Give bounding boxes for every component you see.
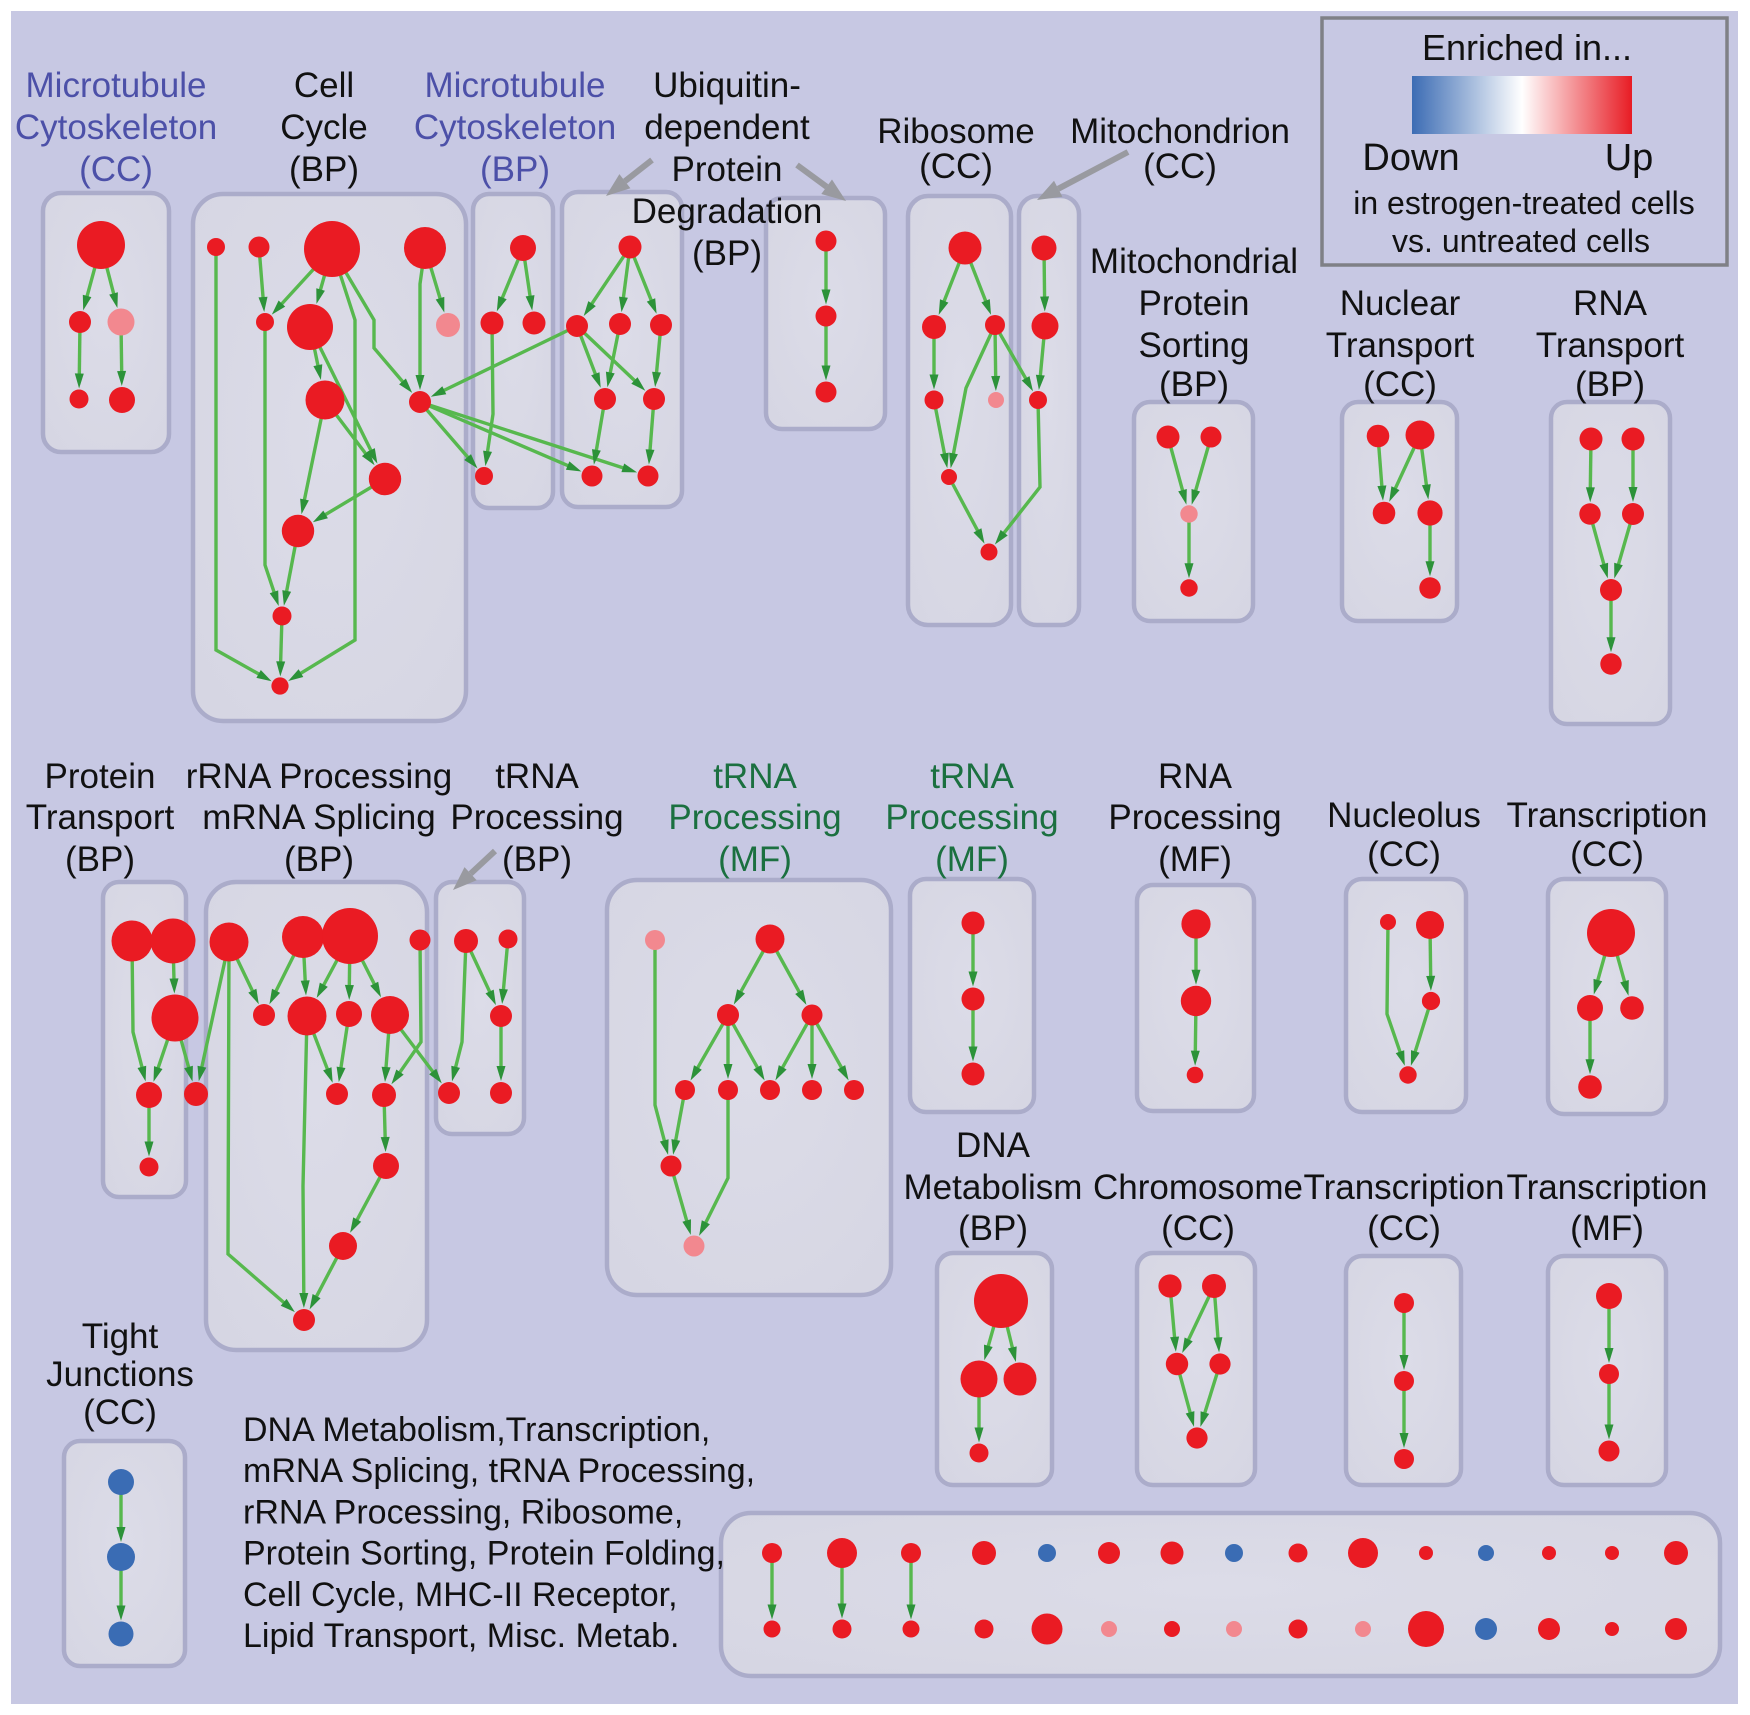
- svg-text:Transport: Transport: [26, 798, 175, 837]
- svg-text:(BP): (BP): [65, 840, 135, 879]
- svg-text:(CC): (CC): [83, 1393, 157, 1432]
- svg-text:(CC): (CC): [1570, 835, 1644, 874]
- svg-text:Sorting: Sorting: [1139, 326, 1250, 365]
- svg-text:RNA: RNA: [1573, 284, 1648, 323]
- svg-text:mRNA Splicing, tRNA Processing: mRNA Splicing, tRNA Processing,: [243, 1452, 755, 1490]
- svg-text:(BP): (BP): [502, 840, 572, 879]
- svg-text:Cycle: Cycle: [280, 108, 368, 147]
- svg-text:RNA: RNA: [1158, 757, 1233, 796]
- svg-text:Degradation: Degradation: [632, 192, 823, 231]
- svg-text:(BP): (BP): [958, 1209, 1028, 1248]
- svg-text:Microtubule: Microtubule: [425, 66, 606, 105]
- svg-text:Processing: Processing: [668, 798, 841, 837]
- svg-text:Protein: Protein: [1139, 284, 1250, 323]
- svg-text:Enriched in...: Enriched in...: [1422, 27, 1632, 68]
- svg-text:Chromosome: Chromosome: [1093, 1168, 1303, 1207]
- svg-text:Cytoskeleton: Cytoskeleton: [414, 108, 616, 147]
- svg-text:(BP): (BP): [284, 840, 354, 879]
- svg-text:Microtubule: Microtubule: [26, 66, 207, 105]
- svg-text:Protein: Protein: [672, 150, 783, 189]
- svg-text:(BP): (BP): [1159, 365, 1229, 404]
- svg-text:Up: Up: [1605, 137, 1654, 179]
- svg-text:Transport: Transport: [1536, 326, 1685, 365]
- svg-text:(CC): (CC): [1143, 147, 1217, 186]
- svg-text:tRNA: tRNA: [495, 757, 579, 796]
- svg-text:(BP): (BP): [1575, 365, 1645, 404]
- svg-text:(CC): (CC): [1363, 365, 1437, 404]
- svg-text:(MF): (MF): [718, 840, 792, 879]
- svg-text:tRNA: tRNA: [930, 757, 1014, 796]
- svg-text:Nucleolus: Nucleolus: [1327, 796, 1481, 835]
- svg-text:DNA Metabolism,Transcription,: DNA Metabolism,Transcription,: [243, 1411, 710, 1449]
- svg-text:rRNA Processing: rRNA Processing: [186, 757, 452, 796]
- svg-text:Cell: Cell: [294, 66, 354, 105]
- svg-text:Lipid Transport, Misc. Metab.: Lipid Transport, Misc. Metab.: [243, 1617, 680, 1655]
- svg-text:Processing: Processing: [885, 798, 1058, 837]
- svg-text:(CC): (CC): [919, 147, 993, 186]
- svg-text:Nuclear: Nuclear: [1340, 284, 1461, 323]
- svg-text:Junctions: Junctions: [46, 1355, 194, 1394]
- svg-text:Transport: Transport: [1326, 326, 1475, 365]
- svg-text:(BP): (BP): [692, 234, 762, 273]
- svg-text:mRNA Splicing: mRNA Splicing: [202, 798, 435, 837]
- svg-text:Cytoskeleton: Cytoskeleton: [15, 108, 217, 147]
- svg-text:(MF): (MF): [935, 840, 1009, 879]
- svg-text:(CC): (CC): [1161, 1209, 1235, 1248]
- svg-text:Processing: Processing: [1108, 798, 1281, 837]
- svg-text:tRNA: tRNA: [713, 757, 797, 796]
- svg-text:Down: Down: [1362, 137, 1459, 179]
- svg-text:vs. untreated cells: vs. untreated cells: [1392, 223, 1650, 259]
- svg-text:(CC): (CC): [1367, 835, 1441, 874]
- svg-text:(CC): (CC): [1367, 1209, 1441, 1248]
- svg-text:Metabolism: Metabolism: [904, 1168, 1083, 1207]
- svg-text:in estrogen-treated cells: in estrogen-treated cells: [1353, 185, 1695, 221]
- svg-text:Mitochondrial: Mitochondrial: [1090, 242, 1298, 281]
- svg-text:Protein Sorting, Protein Foldi: Protein Sorting, Protein Folding,: [243, 1535, 725, 1573]
- svg-text:Cell Cycle, MHC-II Receptor,: Cell Cycle, MHC-II Receptor,: [243, 1576, 678, 1614]
- svg-text:Transcription: Transcription: [1304, 1168, 1505, 1207]
- svg-text:Processing: Processing: [450, 798, 623, 837]
- svg-text:Protein: Protein: [45, 757, 156, 796]
- svg-text:(BP): (BP): [289, 150, 359, 189]
- svg-text:DNA: DNA: [956, 1126, 1031, 1165]
- svg-text:Transcription: Transcription: [1507, 796, 1708, 835]
- svg-text:(MF): (MF): [1158, 840, 1232, 879]
- svg-text:dependent: dependent: [644, 108, 810, 147]
- svg-text:rRNA Processing, Ribosome,: rRNA Processing, Ribosome,: [243, 1493, 683, 1531]
- svg-text:(MF): (MF): [1570, 1209, 1644, 1248]
- svg-text:(CC): (CC): [79, 150, 153, 189]
- svg-text:Transcription: Transcription: [1507, 1168, 1708, 1207]
- svg-text:Mitochondrion: Mitochondrion: [1070, 112, 1290, 151]
- svg-text:(BP): (BP): [480, 150, 550, 189]
- svg-text:Ubiquitin-: Ubiquitin-: [653, 66, 801, 105]
- svg-text:Tight: Tight: [82, 1317, 159, 1356]
- svg-text:Ribosome: Ribosome: [877, 112, 1035, 151]
